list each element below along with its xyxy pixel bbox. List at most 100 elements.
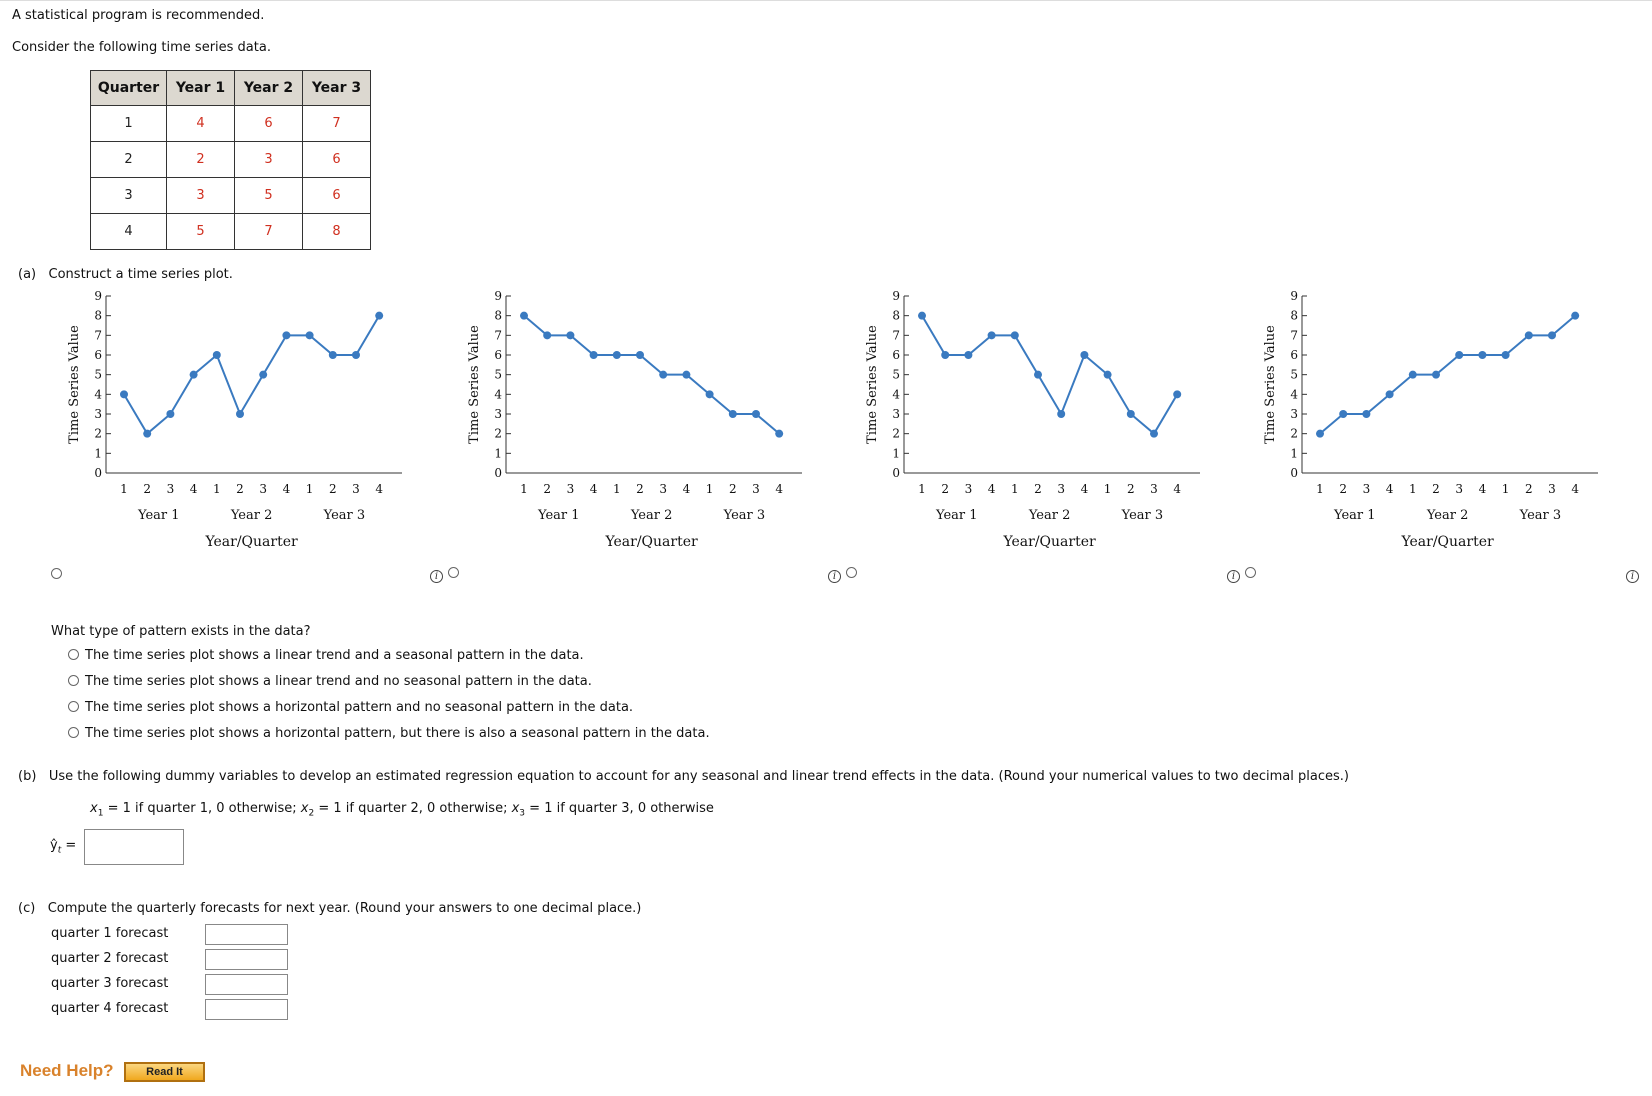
y-tick-label: 7 — [94, 328, 102, 342]
data-point — [1455, 351, 1464, 359]
read-it-button[interactable]: Read It — [124, 1062, 205, 1082]
table-cell: 6 — [302, 177, 371, 214]
pattern-option-1[interactable]: The time series plot shows a linear tren… — [68, 648, 584, 663]
pattern-option-radio[interactable] — [68, 701, 79, 712]
part-b-label: (b) — [18, 769, 37, 784]
dummy-variable-definitions: x1 = 1 if quarter 1, 0 otherwise; x2 = 1… — [90, 801, 714, 819]
table-cell: 4 — [90, 213, 167, 250]
forecast-label-q4: quarter 4 forecast — [51, 1001, 169, 1016]
x3-def: = 1 if quarter 3, 0 otherwise — [525, 801, 714, 816]
y-tick-label: 9 — [494, 289, 502, 303]
x-tick-label: 2 — [143, 482, 151, 496]
y-tick-label: 5 — [892, 368, 900, 382]
y-tick-label: 5 — [494, 368, 502, 382]
data-point — [918, 311, 926, 320]
data-point — [941, 351, 950, 359]
part-c-text: Compute the quarterly forecasts for next… — [47, 901, 642, 916]
data-point — [520, 311, 528, 320]
y-tick-label: 2 — [94, 427, 102, 441]
info-icon[interactable]: i — [430, 570, 443, 583]
pattern-option-2[interactable]: The time series plot shows a linear tren… — [68, 674, 592, 689]
x1-sub: 1 — [97, 808, 104, 819]
table-cell: 3 — [90, 177, 167, 214]
x-tick-label: 2 — [1339, 482, 1347, 496]
y-tick-label: 4 — [94, 387, 102, 401]
top-border — [0, 0, 1652, 1]
info-icon[interactable]: i — [1626, 570, 1639, 583]
year-label: Year 2 — [230, 508, 273, 523]
year-label: Year 3 — [723, 508, 766, 523]
x-tick-label: 1 — [918, 482, 926, 496]
y-tick-label: 9 — [892, 289, 900, 303]
x-tick-label: 4 — [283, 482, 291, 496]
table-header: Year 2 — [234, 70, 303, 106]
data-point — [166, 410, 175, 418]
table-cell: 7 — [302, 105, 371, 142]
y-tick-label: 6 — [892, 348, 900, 362]
pattern-option-label: The time series plot shows a horizontal … — [85, 700, 634, 715]
pattern-option-4[interactable]: The time series plot shows a horizontal … — [68, 726, 710, 741]
pattern-option-radio[interactable] — [68, 675, 79, 686]
info-icon[interactable]: i — [828, 570, 841, 583]
data-point — [566, 331, 575, 340]
x-tick-label: 4 — [683, 482, 691, 496]
x-tick-label: 3 — [1455, 482, 1463, 496]
year-label: Year 2 — [630, 508, 673, 523]
table-header: Quarter — [90, 70, 167, 106]
forecast-input-q2[interactable] — [205, 949, 288, 970]
series-line — [523, 314, 780, 435]
data-point — [1478, 351, 1487, 359]
x-tick-label: 1 — [120, 482, 128, 496]
pattern-option-label: The time series plot shows a horizontal … — [85, 726, 710, 741]
data-point — [305, 331, 314, 340]
x-tick-label: 2 — [1432, 482, 1440, 496]
plot-option-2-radio[interactable] — [448, 567, 459, 578]
regression-equation-input[interactable] — [84, 829, 184, 865]
x-tick-label: 4 — [775, 482, 783, 496]
x-tick-label: 1 — [613, 482, 621, 496]
x-tick-label: 3 — [1363, 482, 1371, 496]
pattern-option-3[interactable]: The time series plot shows a horizontal … — [68, 700, 633, 715]
table-cell: 6 — [234, 105, 303, 142]
year-label: Year 1 — [137, 508, 180, 523]
x-tick-label: 3 — [659, 482, 667, 496]
pattern-option-radio[interactable] — [68, 649, 79, 660]
x-axis-label: Year/Quarter — [204, 534, 298, 550]
x-axis-label: Year/Quarter — [1400, 534, 1494, 550]
data-point — [212, 351, 221, 359]
forecast-input-q3[interactable] — [205, 974, 288, 995]
x-axis-label: Year/Quarter — [604, 534, 698, 550]
x-tick-label: 2 — [1127, 482, 1135, 496]
year-label: Year 3 — [1519, 508, 1562, 523]
x1-def: = 1 if quarter 1, 0 otherwise; — [103, 801, 301, 816]
x-tick-label: 3 — [1150, 482, 1158, 496]
forecast-input-q1[interactable] — [205, 924, 288, 945]
forecast-input-q4[interactable] — [205, 999, 288, 1020]
data-point — [282, 331, 291, 340]
year-label: Year 3 — [323, 508, 366, 523]
x-tick-label: 3 — [259, 482, 267, 496]
x-tick-label: 1 — [1104, 482, 1112, 496]
x-tick-label: 1 — [706, 482, 714, 496]
data-point — [259, 370, 268, 379]
data-point — [589, 351, 598, 359]
plot-option-1-radio[interactable] — [51, 568, 62, 579]
series-line — [1319, 314, 1576, 435]
pattern-option-radio[interactable] — [68, 727, 79, 738]
x-tick-label: 1 — [306, 482, 314, 496]
part-a-label: (a) — [18, 267, 37, 282]
plot-option-3-radio[interactable] — [846, 567, 857, 578]
y-tick-label: 9 — [94, 289, 102, 303]
part-b-text: Use the following dummy variables to dev… — [48, 769, 1349, 784]
data-point — [705, 390, 714, 399]
y-tick-label: 2 — [1290, 427, 1298, 441]
data-point — [189, 370, 198, 379]
plot-option-4-radio[interactable] — [1245, 567, 1256, 578]
data-point — [1173, 390, 1182, 399]
year-label: Year 1 — [935, 508, 978, 523]
data-point — [1010, 331, 1019, 340]
x2-sub: 2 — [308, 808, 315, 819]
table-header: Year 3 — [302, 70, 371, 106]
info-icon[interactable]: i — [1227, 570, 1240, 583]
x-tick-label: 3 — [352, 482, 360, 496]
